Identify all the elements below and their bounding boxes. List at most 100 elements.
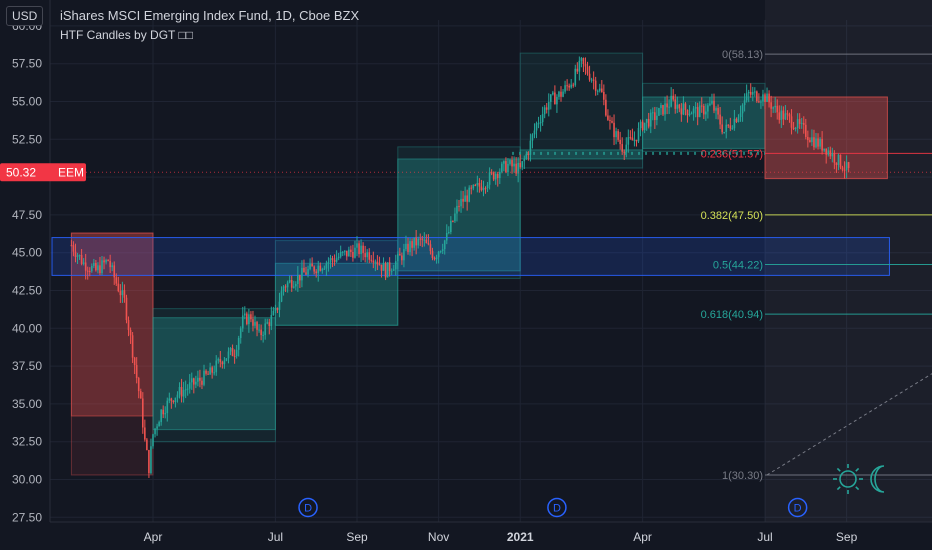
candle-body	[841, 167, 844, 170]
candle-body	[652, 112, 654, 114]
y-tick-label: 35.00	[12, 397, 42, 411]
candle-body	[244, 313, 246, 316]
candle-body	[209, 367, 211, 375]
candle-body	[303, 267, 305, 273]
candle-body	[250, 314, 252, 320]
x-tick-label: Apr	[144, 530, 163, 544]
candle-body	[839, 154, 842, 168]
candle-body	[474, 185, 477, 187]
candle-body	[150, 446, 152, 474]
candle-body	[711, 100, 713, 104]
x-tick-label: Jul	[757, 530, 772, 544]
candle-body	[521, 161, 524, 168]
sun-ray	[836, 486, 841, 491]
dividend-marker-circle	[547, 497, 567, 518]
candle-body	[262, 334, 264, 336]
candle-body	[703, 105, 705, 115]
candle-body	[180, 387, 183, 397]
candle-body	[686, 109, 689, 116]
candle-body	[768, 93, 770, 103]
x-tick-label: Sep	[836, 530, 858, 544]
candle-body	[805, 124, 807, 137]
htf-candle-body	[274, 262, 399, 326]
candle-body	[207, 373, 209, 375]
candle-body	[158, 422, 160, 427]
last-price-marker: 50.32 EEM	[0, 163, 932, 182]
candle-body	[268, 322, 271, 326]
candle-body	[360, 245, 362, 255]
candle-body	[496, 173, 499, 179]
symbol-title[interactable]: iShares MSCI Emerging Index Fund, 1D, Cb…	[60, 8, 360, 23]
candle-body	[482, 188, 485, 191]
candle-body	[733, 118, 736, 129]
candle-body	[319, 265, 322, 271]
candle-body	[596, 90, 599, 92]
candle-body	[123, 290, 126, 298]
candle-body	[682, 103, 685, 115]
support-zone[interactable]	[51, 237, 890, 276]
candle-body	[484, 188, 487, 190]
candle-body	[348, 249, 350, 257]
candle-body	[631, 137, 634, 141]
candle-body	[831, 153, 834, 157]
candle-body	[656, 115, 658, 120]
candle-body	[647, 118, 650, 127]
fib-retracement[interactable]: 0(58.13) 0.236(51.57) 0.382(47.50) 0.5(44.2…	[512, 49, 932, 482]
candle-body	[295, 284, 297, 287]
candle-body	[135, 365, 138, 379]
candle-body	[390, 270, 393, 272]
candle-body	[121, 290, 124, 296]
time-axis[interactable]: Apr Jul Sep Nov 2021 Apr Jul Sep	[50, 521, 932, 544]
sun-moon-icon	[833, 464, 885, 494]
candle-body	[492, 172, 495, 180]
candle-body	[737, 117, 740, 122]
candle-body	[225, 358, 228, 361]
x-tick-label: Apr	[633, 530, 652, 544]
candle-body	[160, 409, 162, 423]
candle-body	[264, 323, 266, 335]
candle-body	[378, 264, 381, 266]
price-axis[interactable]: 27.50 30.00 32.50 35.00 37.50 40.00 42.50 45.00…	[0, 0, 51, 550]
candle-body	[637, 128, 640, 142]
candle-body	[478, 182, 481, 187]
candle-body	[678, 104, 681, 109]
candle-body	[166, 400, 169, 414]
candle-body	[527, 153, 530, 155]
candle-body	[197, 377, 199, 382]
candle-body	[78, 255, 81, 257]
candle-body	[774, 105, 776, 108]
candle-body	[635, 139, 638, 142]
candle-body	[603, 91, 605, 100]
candle-body	[350, 249, 352, 252]
candle-body	[95, 262, 97, 271]
candle-body	[327, 261, 330, 264]
candle-body	[74, 251, 77, 257]
candle-body	[833, 153, 836, 163]
candle-body	[601, 88, 603, 92]
candle-body	[503, 161, 505, 164]
candle-body	[590, 79, 593, 81]
candle-body	[645, 118, 648, 123]
candle-body	[382, 263, 385, 271]
candle-body	[545, 107, 548, 110]
candle-body	[543, 107, 546, 115]
dividend-marker-label: D	[304, 503, 312, 515]
currency-badge[interactable]: USD	[6, 6, 44, 26]
candle-body	[507, 163, 509, 173]
indicator-title[interactable]: HTF Candles by DGT □□	[60, 28, 193, 42]
candle-body	[260, 329, 262, 336]
candle-body	[660, 105, 662, 109]
candle-body	[301, 267, 303, 281]
candle-body	[278, 301, 281, 310]
x-tick-label: Sep	[346, 530, 368, 544]
candle-body	[758, 101, 760, 103]
candle-body	[148, 450, 150, 474]
candle-body	[688, 113, 691, 116]
candle-body	[190, 378, 193, 383]
candle-body	[729, 125, 732, 129]
candle-body	[99, 265, 101, 274]
candle-body	[488, 172, 491, 185]
